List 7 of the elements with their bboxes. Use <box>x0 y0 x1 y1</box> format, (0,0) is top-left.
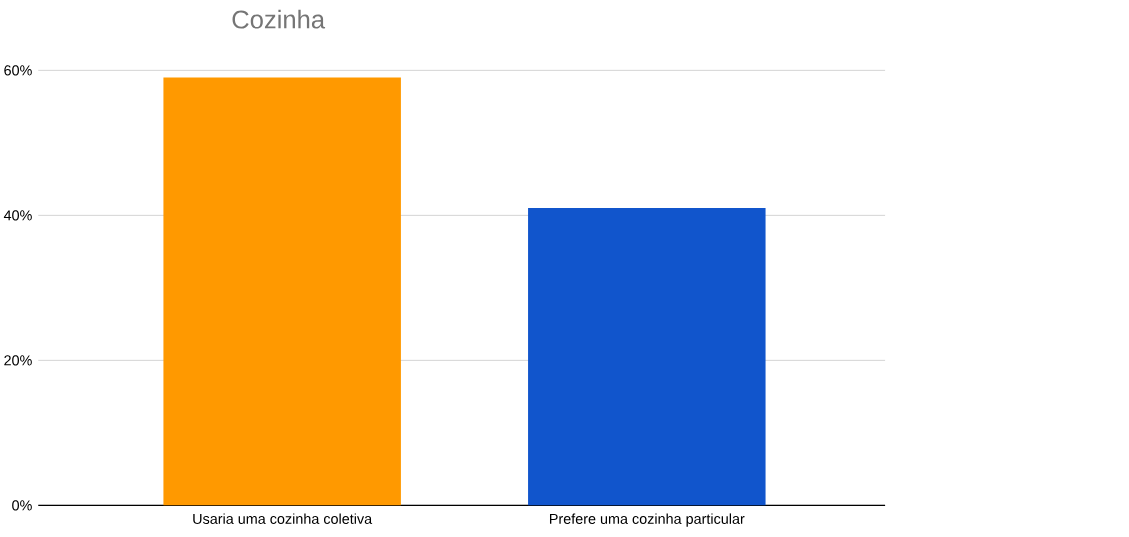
y-tick-label: 0% <box>12 500 32 511</box>
chart-title: Cozinha <box>232 9 326 29</box>
x-tick-label: Usaria uma cozinha coletiva <box>193 513 373 524</box>
y-tick-label: 40% <box>3 210 32 221</box>
y-tick-label: 20% <box>4 355 32 366</box>
x-tick-label: Prefere uma cozinha particular <box>549 513 745 527</box>
y-tick-label: 60% <box>4 65 32 76</box>
